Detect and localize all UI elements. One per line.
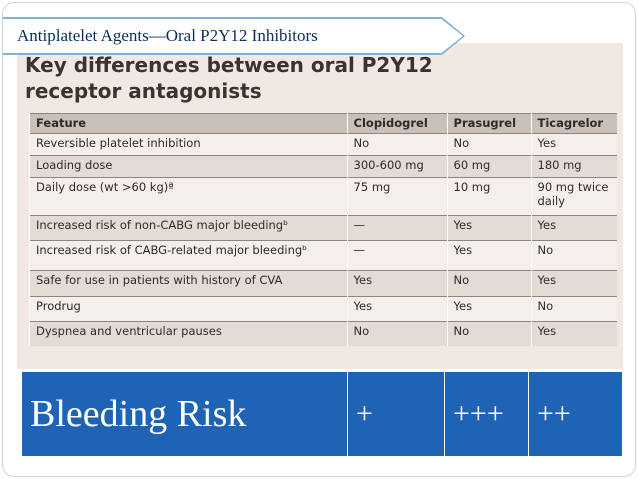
table-row: Increased risk of non-CABG major bleedin… xyxy=(29,215,617,241)
table-cell: Yes xyxy=(530,215,617,241)
table-cell: No xyxy=(530,240,617,271)
header-clopidogrel: Clopidogrel xyxy=(346,113,448,134)
table-cell: Yes xyxy=(446,296,531,322)
table-header-row: Feature Clopidogrel Prasugrel Ticagrelor xyxy=(29,113,617,134)
table-cell: — xyxy=(346,240,448,271)
table-cell: Dyspnea and ventricular pauses xyxy=(29,321,348,346)
bleeding-risk-row: Bleeding Risk + +++ ++ xyxy=(21,371,623,457)
table-cell: No xyxy=(346,133,448,156)
table-cell: No xyxy=(346,321,448,346)
table-cell: 90 mg twice daily xyxy=(530,177,617,216)
header-prasugrel: Prasugrel xyxy=(446,113,531,134)
header-feature: Feature xyxy=(29,113,348,134)
table-cell: Daily dose (wt >60 kg)ª xyxy=(29,177,348,216)
table-cell: No xyxy=(446,270,531,297)
table-row: Reversible platelet inhibition No No Yes xyxy=(29,133,617,156)
bleeding-risk-table: Bleeding Risk + +++ ++ xyxy=(21,371,623,457)
table-cell: 60 mg xyxy=(446,155,531,178)
table-row: Safe for use in patients with history of… xyxy=(29,270,617,297)
table-cell: 10 mg xyxy=(446,177,531,216)
comparison-table: Feature Clopidogrel Prasugrel Ticagrelor… xyxy=(29,113,617,346)
table-cell: Loading dose xyxy=(29,155,348,178)
table-cell: No xyxy=(530,296,617,322)
table-cell: Increased risk of non-CABG major bleedin… xyxy=(29,215,348,241)
table-cell: Yes xyxy=(530,321,617,346)
table-heading-line-2: receptor antagonists xyxy=(25,79,262,103)
slide-title: Antiplatelet Agents—Oral P2Y12 Inhibitor… xyxy=(3,18,463,54)
bleeding-risk-prasugrel: +++ xyxy=(444,371,529,457)
table-cell: Yes xyxy=(346,270,448,297)
header-ticagrelor: Ticagrelor xyxy=(530,113,617,134)
table-cell: 180 mg xyxy=(530,155,617,178)
table-cell: Yes xyxy=(346,296,448,322)
table-cell: 75 mg xyxy=(346,177,448,216)
bleeding-risk-ticagrelor: ++ xyxy=(528,371,623,457)
bleeding-risk-label: Bleeding Risk xyxy=(21,371,348,457)
table-row: Prodrug Yes Yes No xyxy=(29,296,617,322)
table-row: Daily dose (wt >60 kg)ª 75 mg 10 mg 90 m… xyxy=(29,177,617,216)
table-row: Increased risk of CABG-related major ble… xyxy=(29,240,617,271)
table-heading-line-1: Key differences between oral P2Y12 xyxy=(25,53,433,77)
table-cell: Prodrug xyxy=(29,296,348,322)
table-cell: Yes xyxy=(530,270,617,297)
table-cell: Yes xyxy=(446,215,531,241)
table-cell: Reversible platelet inhibition xyxy=(29,133,348,156)
table-cell: Yes xyxy=(446,240,531,271)
table-heading: Key differences between oral P2Y12 recep… xyxy=(25,52,615,104)
table-cell: Yes xyxy=(530,133,617,156)
scanned-table-image: Key differences between oral P2Y12 recep… xyxy=(17,43,623,369)
table-row: Loading dose 300-600 mg 60 mg 180 mg xyxy=(29,155,617,178)
table-cell: No xyxy=(446,321,531,346)
table-cell: No xyxy=(446,133,531,156)
table-cell: — xyxy=(346,215,448,241)
table-cell: 300-600 mg xyxy=(346,155,448,178)
table-cell: Safe for use in patients with history of… xyxy=(29,270,348,297)
table-row: Dyspnea and ventricular pauses No No Yes xyxy=(29,321,617,346)
table-cell: Increased risk of CABG-related major ble… xyxy=(29,240,348,271)
bleeding-risk-clopidogrel: + xyxy=(347,371,445,457)
